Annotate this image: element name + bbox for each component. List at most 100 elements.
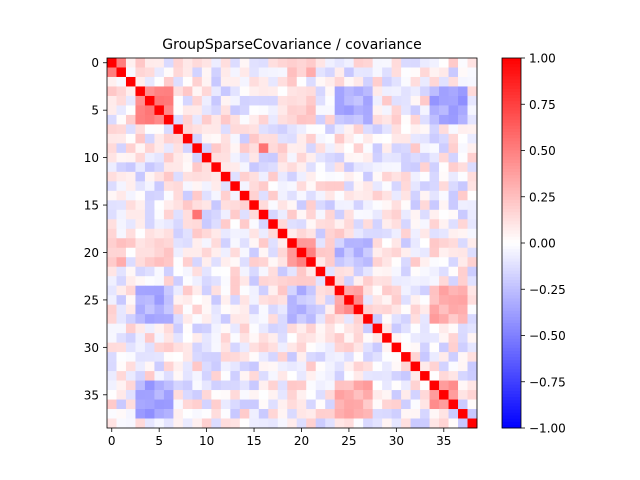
heatmap-cell — [429, 342, 440, 353]
heatmap-cell — [410, 390, 421, 400]
heatmap-cell — [211, 352, 222, 362]
heatmap-cell — [296, 86, 307, 97]
heatmap-cell — [135, 105, 146, 116]
heatmap-cell — [420, 67, 430, 78]
heatmap-cell — [144, 323, 155, 334]
heatmap-cell — [135, 323, 146, 334]
heatmap-cell — [277, 323, 288, 334]
heatmap-cell — [344, 228, 355, 239]
heatmap-cell — [467, 152, 478, 163]
heatmap-cell — [353, 323, 364, 334]
x-tick-label: 15 — [246, 434, 261, 448]
heatmap-cell — [315, 86, 326, 97]
heatmap-cell — [325, 295, 336, 306]
heatmap-cell — [192, 257, 203, 268]
heatmap-cell — [230, 190, 241, 201]
heatmap-cell — [391, 371, 402, 381]
heatmap-cell — [268, 181, 279, 192]
heatmap-cell — [211, 228, 222, 239]
heatmap-cell — [306, 162, 317, 173]
colorbar-segment — [502, 329, 521, 333]
heatmap-cell — [144, 238, 155, 249]
heatmap-cell — [448, 162, 459, 173]
heatmap-cell — [391, 76, 402, 87]
colorbar-segment — [502, 82, 521, 87]
heatmap-cell — [125, 285, 136, 296]
heatmap-cell — [163, 105, 174, 116]
heatmap-cell — [268, 418, 279, 429]
heatmap-cell — [173, 304, 184, 315]
heatmap-cell — [344, 352, 355, 362]
heatmap-cell — [268, 190, 279, 201]
heatmap-cell — [306, 143, 317, 154]
heatmap-cell — [306, 114, 317, 125]
heatmap-cell — [410, 314, 421, 325]
heatmap-cell — [192, 399, 203, 410]
heatmap-cell — [182, 143, 193, 154]
heatmap-cell — [182, 304, 193, 315]
heatmap-cell — [287, 124, 298, 135]
heatmap-cell — [144, 380, 155, 391]
heatmap-cell — [173, 380, 184, 391]
heatmap-cell — [211, 314, 222, 325]
heatmap-cell — [410, 105, 421, 116]
heatmap-cell — [410, 152, 421, 163]
heatmap-cell — [239, 323, 250, 334]
heatmap-cell — [135, 352, 146, 362]
heatmap-cell — [201, 257, 212, 268]
heatmap-cell — [107, 219, 117, 230]
heatmap-cells — [107, 58, 478, 429]
heatmap-cell — [192, 276, 203, 287]
heatmap-cell — [353, 67, 364, 78]
heatmap-cell — [144, 105, 155, 116]
heatmap-cell — [107, 200, 117, 211]
plot-frame — [106, 57, 478, 429]
heatmap-cell — [372, 171, 383, 182]
heatmap-cell — [173, 390, 184, 400]
heatmap-cell — [458, 266, 468, 277]
colorbar-segment — [502, 79, 521, 84]
heatmap-cell — [135, 133, 146, 144]
heatmap-cell — [334, 418, 345, 429]
heatmap-cell — [192, 314, 203, 325]
colorbar-segment — [502, 335, 521, 339]
heatmap-cell — [154, 361, 165, 372]
colorbar-segment — [502, 187, 521, 191]
heatmap-cell — [211, 342, 222, 353]
heatmap-cell — [249, 58, 260, 68]
heatmap-cell — [277, 143, 288, 154]
heatmap-cell — [277, 247, 288, 258]
colorbar-segment — [502, 199, 521, 204]
heatmap-cell — [448, 58, 459, 68]
heatmap-cell — [154, 333, 165, 344]
heatmap-cell — [296, 209, 307, 220]
heatmap-cell — [220, 190, 231, 201]
heatmap-cell — [467, 162, 478, 173]
heatmap-cell — [401, 67, 411, 78]
heatmap-cell — [439, 285, 449, 296]
heatmap-cell — [448, 228, 459, 239]
heatmap-cell — [458, 257, 468, 268]
heatmap-cell — [230, 152, 241, 163]
heatmap-cell — [211, 238, 222, 249]
heatmap-cell — [154, 409, 165, 419]
heatmap-cell — [249, 219, 260, 230]
heatmap-cell — [182, 333, 193, 344]
heatmap-cell — [230, 295, 241, 306]
heatmap-cell — [135, 86, 146, 97]
heatmap-cell — [182, 314, 193, 325]
heatmap-cell — [230, 143, 241, 154]
heatmap-cell — [182, 76, 193, 87]
heatmap-cell — [334, 390, 345, 400]
heatmap-cell — [154, 105, 165, 116]
heatmap-cell — [154, 352, 165, 362]
heatmap-cell — [268, 67, 279, 78]
heatmap-cell — [410, 95, 421, 106]
heatmap-cell — [220, 95, 231, 106]
heatmap-cell — [344, 190, 355, 201]
heatmap-cell — [315, 257, 326, 268]
heatmap-cell — [268, 171, 279, 182]
heatmap-cell — [135, 114, 146, 125]
heatmap-cell — [372, 67, 383, 78]
heatmap-cell — [135, 76, 146, 87]
